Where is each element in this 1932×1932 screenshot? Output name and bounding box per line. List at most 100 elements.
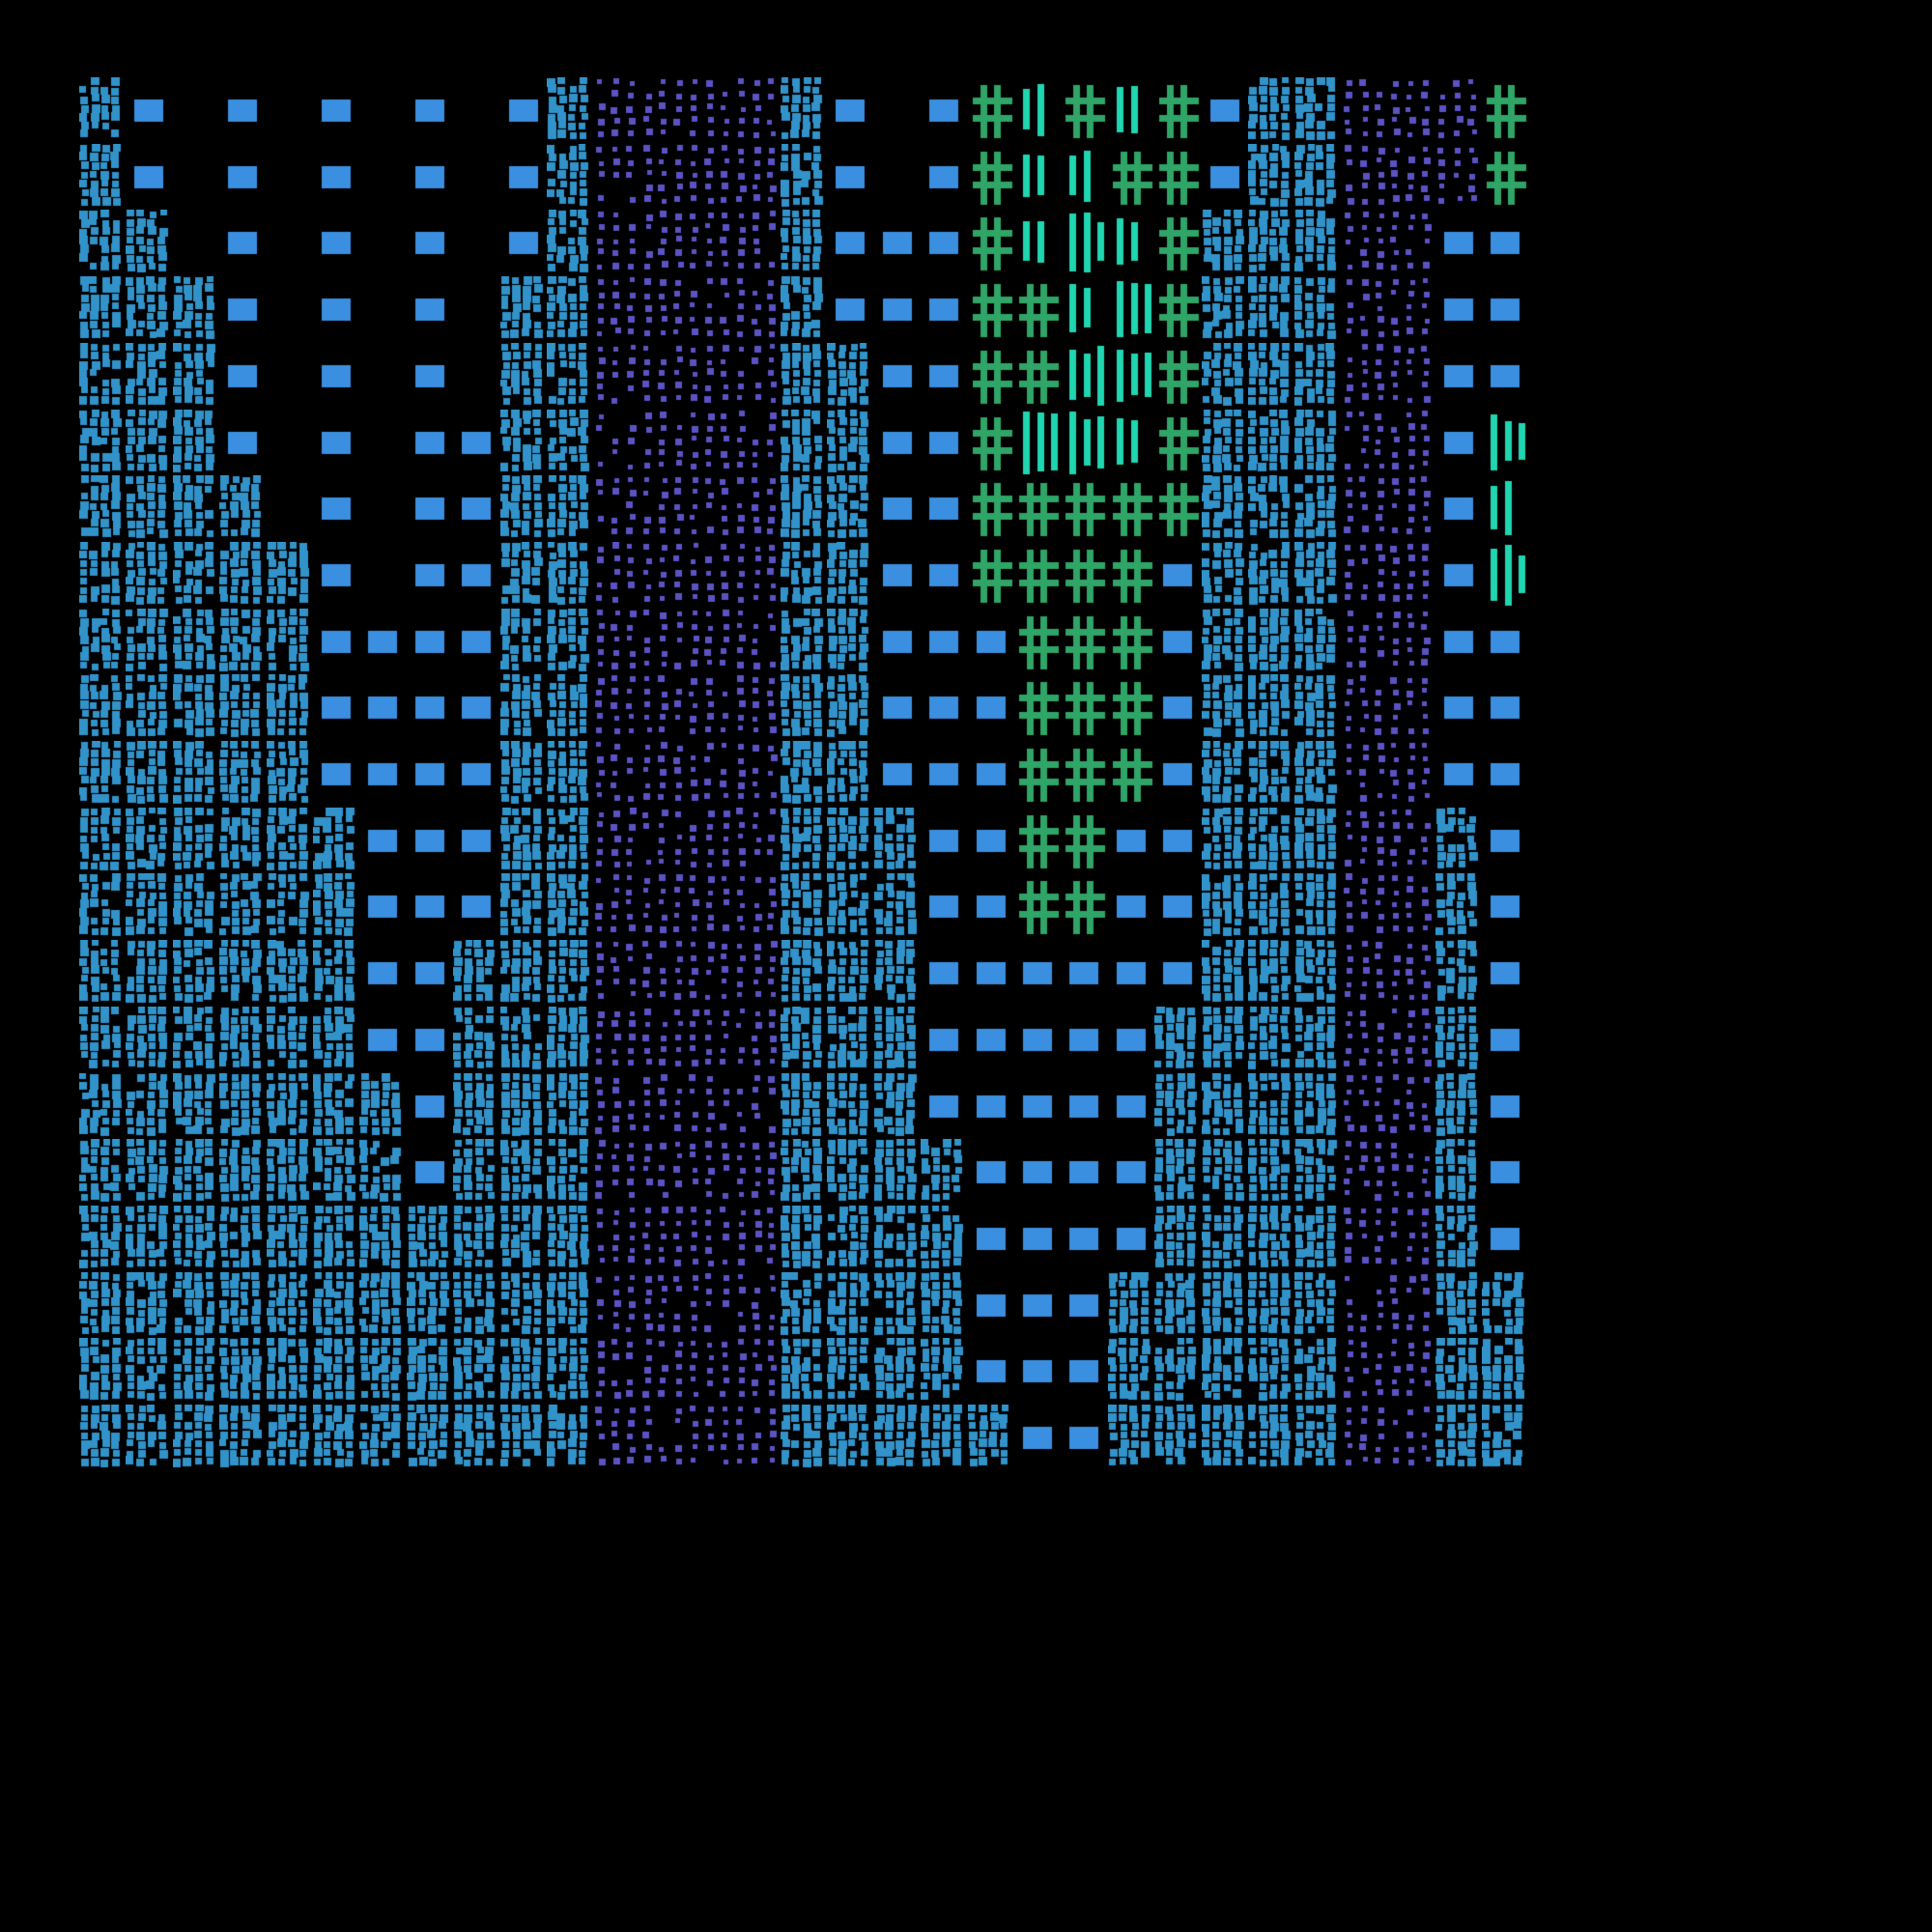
heatmap-cell[interactable] <box>499 1139 547 1206</box>
heatmap-cell[interactable] <box>1482 1205 1528 1272</box>
heatmap-cell[interactable] <box>172 475 219 542</box>
heatmap-cell[interactable] <box>172 1271 219 1339</box>
heatmap-cell[interactable] <box>781 940 827 1007</box>
heatmap-cell[interactable] <box>873 1072 921 1140</box>
heatmap-cell[interactable] <box>1341 608 1388 675</box>
heatmap-cell[interactable] <box>79 77 126 144</box>
heatmap-cell[interactable] <box>781 276 827 343</box>
heatmap-cell[interactable] <box>1435 1006 1482 1073</box>
heatmap-cell[interactable] <box>453 1271 500 1339</box>
heatmap-cell[interactable] <box>453 1338 500 1405</box>
heatmap-cell[interactable] <box>1482 1338 1528 1405</box>
heatmap-cell[interactable] <box>1435 342 1482 410</box>
heatmap-cell[interactable] <box>499 77 547 144</box>
heatmap-cell[interactable] <box>593 143 640 211</box>
heatmap-cell[interactable] <box>1248 210 1294 277</box>
heatmap-cell[interactable] <box>79 807 126 874</box>
heatmap-cell[interactable] <box>359 741 407 808</box>
heatmap-cell[interactable] <box>126 674 173 741</box>
heatmap-cell[interactable] <box>1388 1139 1435 1206</box>
heatmap-cell[interactable] <box>219 1338 267 1405</box>
heatmap-cell[interactable] <box>733 77 781 144</box>
heatmap-cell[interactable] <box>921 210 968 277</box>
heatmap-cell[interactable] <box>359 674 407 741</box>
heatmap-cell[interactable] <box>967 1405 1014 1470</box>
heatmap-cell[interactable] <box>172 342 219 410</box>
heatmap-cell[interactable] <box>1435 873 1482 941</box>
heatmap-cell[interactable] <box>733 541 781 609</box>
heatmap-cell[interactable] <box>1107 342 1154 410</box>
heatmap-cell[interactable] <box>733 1338 781 1405</box>
heatmap-cell[interactable] <box>1154 674 1202 741</box>
heatmap-cell[interactable] <box>1341 1271 1388 1339</box>
heatmap-cell[interactable] <box>1201 77 1248 144</box>
heatmap-cell[interactable] <box>1061 143 1108 211</box>
heatmap-cell[interactable] <box>266 741 313 808</box>
heatmap-cell[interactable] <box>1294 1205 1342 1272</box>
heatmap-cell[interactable] <box>827 409 874 476</box>
heatmap-cell[interactable] <box>1107 1006 1154 1073</box>
heatmap-cell[interactable] <box>781 77 827 144</box>
heatmap-cell[interactable] <box>1107 873 1154 941</box>
heatmap-cell[interactable] <box>547 940 593 1007</box>
heatmap-cell[interactable] <box>1201 210 1248 277</box>
heatmap-cell[interactable] <box>219 807 267 874</box>
heatmap-cell[interactable] <box>219 940 267 1007</box>
heatmap-cell[interactable] <box>172 1405 219 1470</box>
heatmap-cell[interactable] <box>79 1072 126 1140</box>
heatmap-cell[interactable] <box>1248 342 1294 410</box>
heatmap-cell[interactable] <box>219 1072 267 1140</box>
heatmap-cell[interactable] <box>593 342 640 410</box>
heatmap-cell[interactable] <box>499 210 547 277</box>
heatmap-cell[interactable] <box>639 77 687 144</box>
heatmap-cell[interactable] <box>921 1139 968 1206</box>
heatmap-cell[interactable] <box>639 143 687 211</box>
heatmap-cell[interactable] <box>1341 276 1388 343</box>
heatmap-cell[interactable] <box>1388 873 1435 941</box>
heatmap-cell[interactable] <box>313 475 359 542</box>
heatmap-cell[interactable] <box>593 77 640 144</box>
heatmap-cell[interactable] <box>1341 873 1388 941</box>
heatmap-cell[interactable] <box>219 77 267 144</box>
heatmap-cell[interactable] <box>781 1006 827 1073</box>
heatmap-cell[interactable] <box>1154 1405 1202 1470</box>
heatmap-cell[interactable] <box>1201 342 1248 410</box>
heatmap-cell[interactable] <box>639 873 687 941</box>
heatmap-cell[interactable] <box>219 143 267 211</box>
heatmap-cell[interactable] <box>1154 210 1202 277</box>
heatmap-cell[interactable] <box>359 807 407 874</box>
heatmap-cell[interactable] <box>499 1006 547 1073</box>
heatmap-cell[interactable] <box>406 276 453 343</box>
heatmap-cell[interactable] <box>593 1072 640 1140</box>
heatmap-cell[interactable] <box>873 342 921 410</box>
heatmap-cell[interactable] <box>967 608 1014 675</box>
heatmap-cell[interactable] <box>921 807 968 874</box>
heatmap-cell[interactable] <box>1341 210 1388 277</box>
heatmap-cell[interactable] <box>1248 741 1294 808</box>
heatmap-cell[interactable] <box>1482 674 1528 741</box>
heatmap-cell[interactable] <box>1294 1006 1342 1073</box>
heatmap-cell[interactable] <box>1248 77 1294 144</box>
heatmap-cell[interactable] <box>921 143 968 211</box>
heatmap-cell[interactable] <box>79 210 126 277</box>
heatmap-cell[interactable] <box>126 409 173 476</box>
heatmap-cell[interactable] <box>547 608 593 675</box>
heatmap-cell[interactable] <box>313 1006 359 1073</box>
heatmap-cell[interactable] <box>126 210 173 277</box>
heatmap-cell[interactable] <box>639 342 687 410</box>
heatmap-cell[interactable] <box>781 210 827 277</box>
heatmap-cell[interactable] <box>219 1405 267 1470</box>
heatmap-cell[interactable] <box>1435 1072 1482 1140</box>
heatmap-cell[interactable] <box>266 1006 313 1073</box>
heatmap-cell[interactable] <box>967 807 1014 874</box>
heatmap-cell[interactable] <box>921 1405 968 1470</box>
heatmap-cell[interactable] <box>593 608 640 675</box>
heatmap-cell[interactable] <box>79 741 126 808</box>
heatmap-cell[interactable] <box>1388 1072 1435 1140</box>
heatmap-cell[interactable] <box>313 77 359 144</box>
heatmap-cell[interactable] <box>499 409 547 476</box>
heatmap-cell[interactable] <box>126 940 173 1007</box>
heatmap-cell[interactable] <box>1482 143 1528 211</box>
heatmap-cell[interactable] <box>827 1271 874 1339</box>
heatmap-cell[interactable] <box>406 143 453 211</box>
